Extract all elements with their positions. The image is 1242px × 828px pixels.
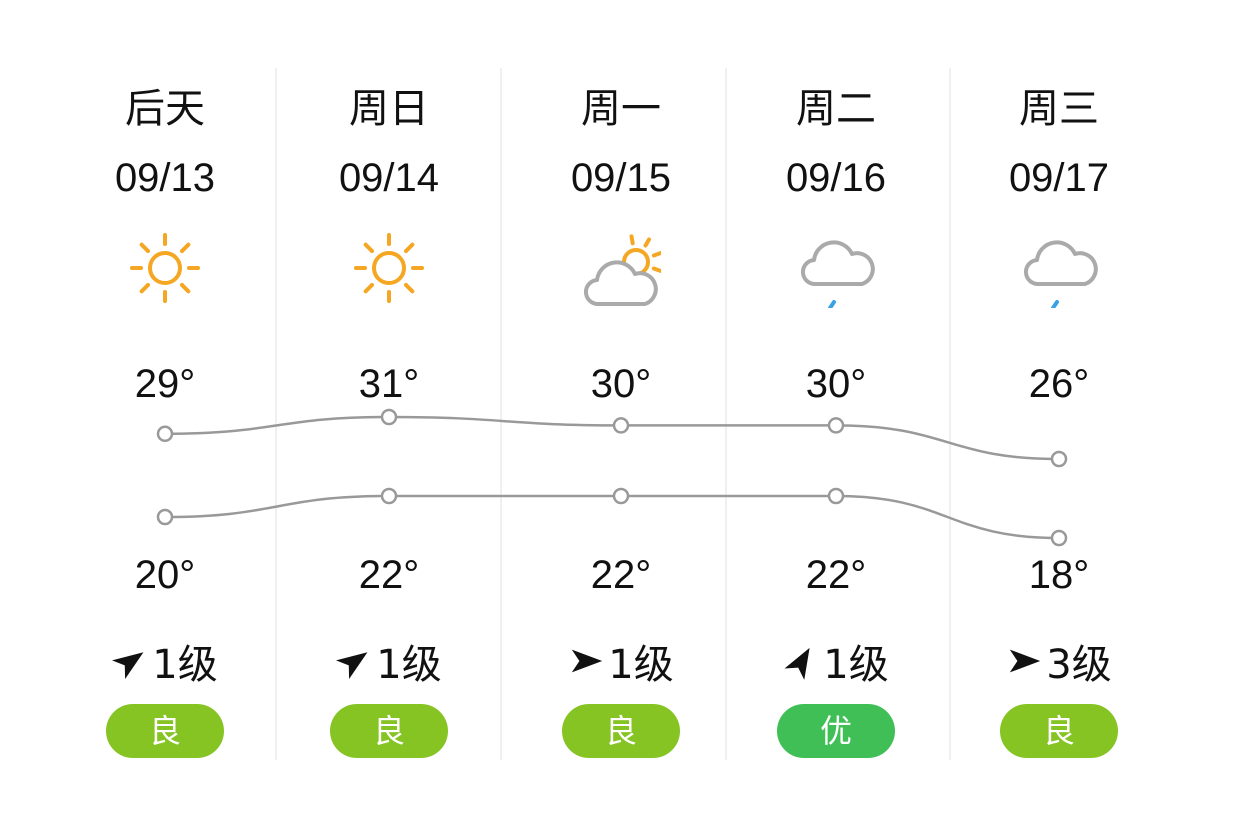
date-label: 09/14 bbox=[338, 156, 440, 200]
low-temp-point bbox=[1050, 529, 1068, 547]
wind-level: 1级 bbox=[376, 642, 442, 688]
low-temp-point bbox=[827, 487, 845, 505]
date-label: 09/16 bbox=[785, 156, 887, 200]
light-rain-icon bbox=[1024, 240, 1098, 308]
divider bbox=[949, 68, 951, 760]
wind-level: 1级 bbox=[608, 642, 674, 688]
aqi-badge[interactable]: 良 bbox=[1000, 704, 1118, 758]
day-label: 周二 bbox=[796, 86, 876, 132]
day-label: 周一 bbox=[581, 86, 661, 132]
wind-level: 1级 bbox=[152, 642, 218, 688]
aqi-badge[interactable]: 优 bbox=[777, 704, 895, 758]
forecast-day[interactable]: 周二 09/16 30° 22° 1级 优 bbox=[726, 0, 946, 828]
forecast-day[interactable]: 周三 09/17 26° 18° 3级 良 bbox=[949, 0, 1169, 828]
wind-level: 3级 bbox=[1046, 642, 1112, 688]
wind: 1级 bbox=[726, 632, 946, 690]
wind-direction-icon bbox=[1010, 649, 1041, 673]
aqi-badge[interactable]: 良 bbox=[106, 704, 224, 758]
high-temp-point bbox=[156, 425, 174, 443]
aqi-badge[interactable]: 良 bbox=[330, 704, 448, 758]
day-label: 后天 bbox=[125, 86, 205, 132]
high-temp-point bbox=[380, 408, 398, 426]
wind: 1级 bbox=[279, 632, 499, 690]
wind-level: 1级 bbox=[823, 642, 889, 688]
high-temp-point bbox=[827, 417, 845, 434]
date-label: 09/13 bbox=[114, 156, 216, 200]
high-temp: 26° bbox=[1028, 362, 1090, 406]
high-temp-point bbox=[612, 417, 630, 434]
day-label: 周日 bbox=[349, 86, 429, 132]
low-temp-point bbox=[156, 508, 174, 526]
forecast-day[interactable]: 周日 09/14 31° 22° 1级 良 bbox=[279, 0, 499, 828]
high-temp-point bbox=[1050, 450, 1068, 468]
date-label: 09/15 bbox=[570, 156, 672, 200]
sunny-icon bbox=[354, 233, 424, 303]
wind: 1级 bbox=[511, 632, 731, 690]
wind-direction-icon bbox=[784, 647, 810, 680]
low-temp: 20° bbox=[134, 553, 196, 597]
low-temp: 18° bbox=[1028, 553, 1090, 597]
high-temp: 29° bbox=[134, 362, 196, 406]
high-temp: 30° bbox=[805, 362, 867, 406]
low-temp: 22° bbox=[590, 553, 652, 597]
date-label: 09/17 bbox=[1008, 156, 1110, 200]
sunny-icon bbox=[130, 233, 200, 303]
low-temp-point bbox=[612, 487, 630, 505]
divider bbox=[725, 68, 727, 760]
forecast-day[interactable]: 后天 09/13 29° 20° 1级 良 bbox=[55, 0, 275, 828]
high-temp: 31° bbox=[358, 362, 420, 406]
wind-direction-icon bbox=[336, 652, 368, 680]
partly-cloudy-icon bbox=[584, 234, 661, 307]
low-temp-point bbox=[380, 487, 398, 505]
forecast-day[interactable]: 周一 09/15 30° 22° 1级 良 bbox=[511, 0, 731, 828]
wind: 3级 bbox=[949, 632, 1169, 690]
low-temp: 22° bbox=[805, 553, 867, 597]
high-temp: 30° bbox=[590, 362, 652, 406]
low-temp: 22° bbox=[358, 553, 420, 597]
day-label: 周三 bbox=[1019, 86, 1099, 132]
wind-direction-icon bbox=[112, 652, 144, 680]
divider bbox=[275, 68, 277, 760]
wind: 1级 bbox=[55, 632, 275, 690]
wind-direction-icon bbox=[572, 649, 603, 673]
divider bbox=[500, 68, 502, 760]
light-rain-icon bbox=[801, 240, 875, 308]
aqi-badge[interactable]: 良 bbox=[562, 704, 680, 758]
